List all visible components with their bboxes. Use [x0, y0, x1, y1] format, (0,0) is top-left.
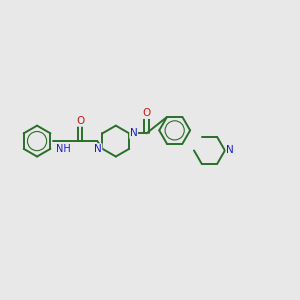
- Text: O: O: [142, 108, 151, 118]
- Text: NH: NH: [56, 144, 70, 154]
- Text: N: N: [130, 128, 137, 138]
- Text: O: O: [76, 116, 84, 126]
- Text: N: N: [94, 144, 102, 154]
- Text: N: N: [226, 146, 234, 155]
